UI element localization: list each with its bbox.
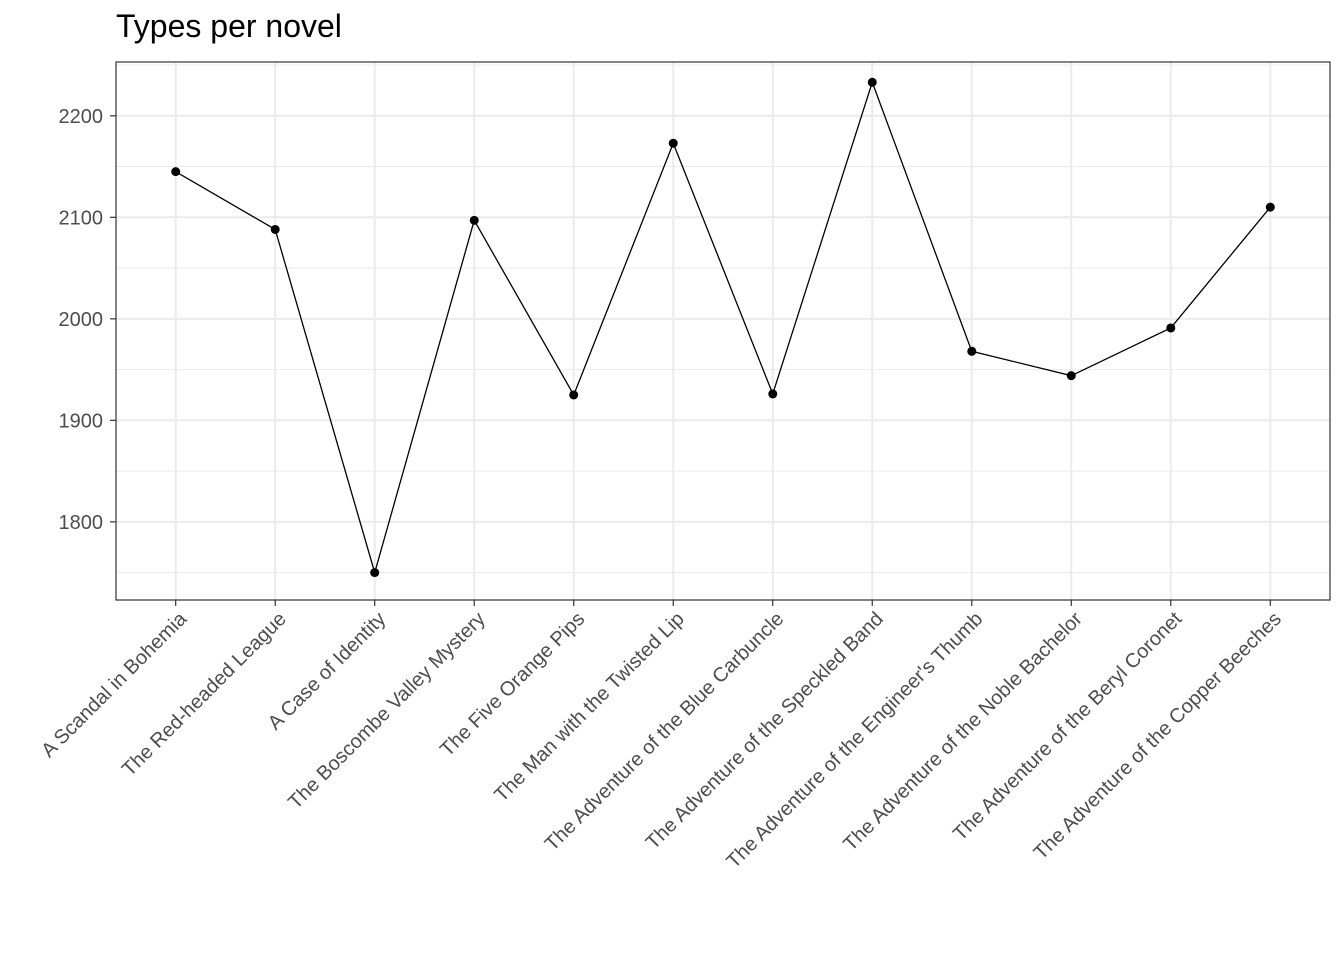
data-point [1066, 371, 1076, 381]
y-tick-label: 2200 [59, 106, 104, 128]
x-tick-label: The Man with the Twisted Lip [490, 608, 688, 806]
x-tick-label: The Red-headed League [118, 608, 291, 781]
data-point [967, 346, 977, 356]
data-point [768, 389, 778, 399]
data-point [370, 568, 380, 578]
y-tick-label: 2100 [59, 207, 104, 229]
data-point [469, 215, 479, 225]
data-point [1166, 323, 1176, 333]
data-point [569, 390, 579, 400]
series-line [175, 80, 1271, 575]
data-point [171, 167, 181, 177]
panel-background [116, 62, 1330, 600]
y-tick-label: 1900 [59, 410, 104, 432]
x-tick-label: The Boscombe Valley Mystery [284, 608, 490, 814]
data-point [270, 224, 280, 234]
y-tick-label: 1800 [59, 512, 104, 534]
data-point [668, 138, 678, 148]
y-tick-label: 2000 [59, 309, 104, 331]
y-axis: 1800 1900 2000 2100 2200 [59, 106, 116, 534]
data-point [867, 77, 877, 87]
data-point [1265, 202, 1275, 212]
chart-title: Types per novel [116, 8, 342, 44]
grid-lines [116, 62, 1330, 600]
panel-border [115, 61, 1331, 601]
data-points [171, 77, 1275, 578]
series-line-group [175, 80, 1271, 575]
